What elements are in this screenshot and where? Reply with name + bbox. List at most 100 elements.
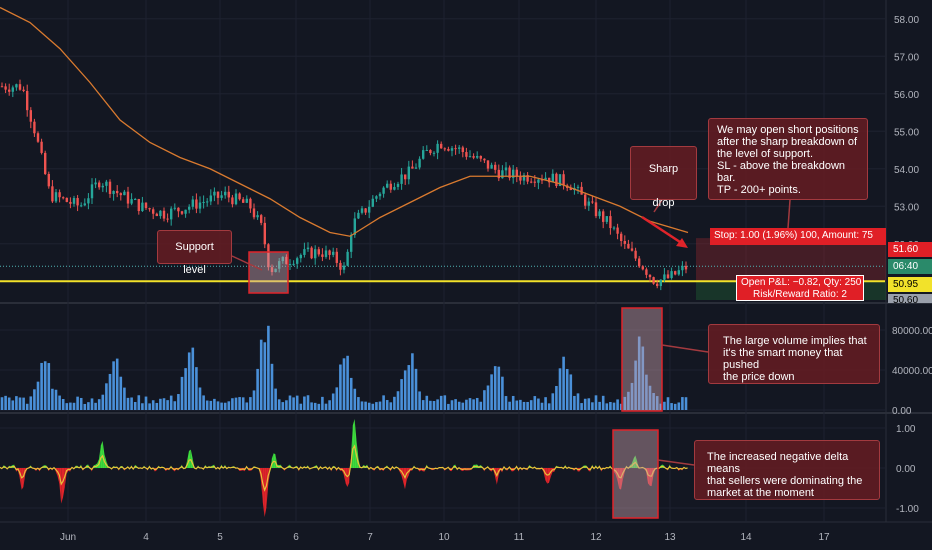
candle-body [40,141,43,153]
volume-bar [634,360,637,410]
volume-bar [313,402,317,410]
candle-body [306,247,310,250]
volume-bar [645,374,648,410]
candle-body [418,158,421,168]
candle-body [508,167,511,178]
candle-body [425,150,428,152]
delta-area-segment [273,453,276,468]
volume-bar [450,400,454,410]
stop-text: Stop: 1.00 (1.96%) 100, Amount: 75 [714,230,873,241]
delta-signal-line [0,444,688,492]
volume-bar [684,397,688,410]
candle-body [396,183,400,187]
volume-bar [202,395,205,410]
candle-body [476,155,479,158]
volume-panel[interactable] [0,325,688,410]
volume-bar [407,365,411,410]
volume-bar [490,374,493,410]
price-tag-timer-text: 06:40 [893,261,919,272]
candle-body [558,174,562,186]
volume-bar [515,400,519,410]
volume-bar [277,399,281,410]
candle-body [483,158,486,161]
short-idea-callout[interactable]: We may open short positions after the sh… [708,118,868,200]
candle-body [623,240,626,244]
volume-bar [252,390,256,410]
volume-bar [673,403,677,410]
volume-bar [162,398,166,410]
candle-body [54,192,58,202]
x-tick-label: 14 [740,532,752,543]
candle-body [382,187,385,194]
support-level-callout[interactable]: Support level [157,230,232,276]
candle-body [184,209,187,214]
candle-body [112,190,115,194]
volume-bar [87,402,90,410]
candle-body [238,193,241,200]
candle-body [486,160,490,169]
volume-bar [83,403,87,410]
volume-bar [616,399,619,410]
volume-bar [112,361,115,410]
volume-note-line: it's the smart money that pushed [723,347,843,371]
volume-bar [414,368,418,410]
volume-bar [108,373,112,410]
volume-note-line: the price down [723,371,795,383]
volume-bar [357,397,360,410]
candle-body [429,150,432,154]
volume-bar [270,363,274,410]
x-tick-label: 17 [818,532,830,543]
volume-bar [331,393,335,410]
support-highlight-box [248,251,289,294]
candle-body [101,185,104,188]
volume-bar [79,397,83,410]
sharp-drop-callout[interactable]: Sharp drop [630,146,697,209]
candle-body [15,84,18,88]
pnl-label[interactable]: Open P&L: −0.82, Qty: 250 Risk/Reward Ra… [736,275,864,301]
candle-body [51,186,54,202]
volume-bar [519,399,522,410]
volume-bar [511,395,515,410]
candle-body [472,156,475,158]
delta-note-callout[interactable]: The increased negative delta means that … [694,440,880,500]
volume-bar [389,402,393,410]
support-pointer [231,255,263,271]
candle-body [202,201,205,203]
volume-bar [141,403,144,410]
delta-panel[interactable] [0,418,688,518]
candle-body [83,203,86,206]
short-idea-line: after the sharp breakdown of [717,136,858,148]
candle-body [105,181,108,186]
candle-body [166,218,169,220]
candle-body [299,254,302,259]
volume-bar [659,403,663,410]
candle-body [69,201,72,204]
price-tick-label: 53.00 [894,202,919,213]
candle-body [548,177,551,183]
candle-body [389,183,392,190]
volume-bar [216,401,220,410]
volume-bar [573,395,576,410]
volume-note-callout[interactable]: The large volume implies that it's the s… [708,324,880,384]
volume-bar [18,397,22,410]
candle-body [292,263,295,265]
stop-label[interactable]: Stop: 1.00 (1.96%) 100, Amount: 75 [710,228,886,245]
candle-body [490,164,493,169]
volume-bar [619,403,623,410]
candle-body [170,208,173,220]
volume-bar [69,402,72,410]
candle-body [414,167,418,169]
price-tick-label: 56.00 [894,90,919,101]
volume-bar [166,400,169,410]
delta-area-segment [189,449,191,468]
volume-bar [547,403,551,410]
candle-body [134,199,137,201]
volume-bar [144,396,148,410]
candle-body [324,250,328,257]
volume-bar [436,399,439,410]
x-tick-label: 13 [664,532,676,543]
candle-body [4,86,7,90]
volume-bar [241,397,245,410]
candle-body [465,152,468,157]
volume-bar [576,393,580,410]
